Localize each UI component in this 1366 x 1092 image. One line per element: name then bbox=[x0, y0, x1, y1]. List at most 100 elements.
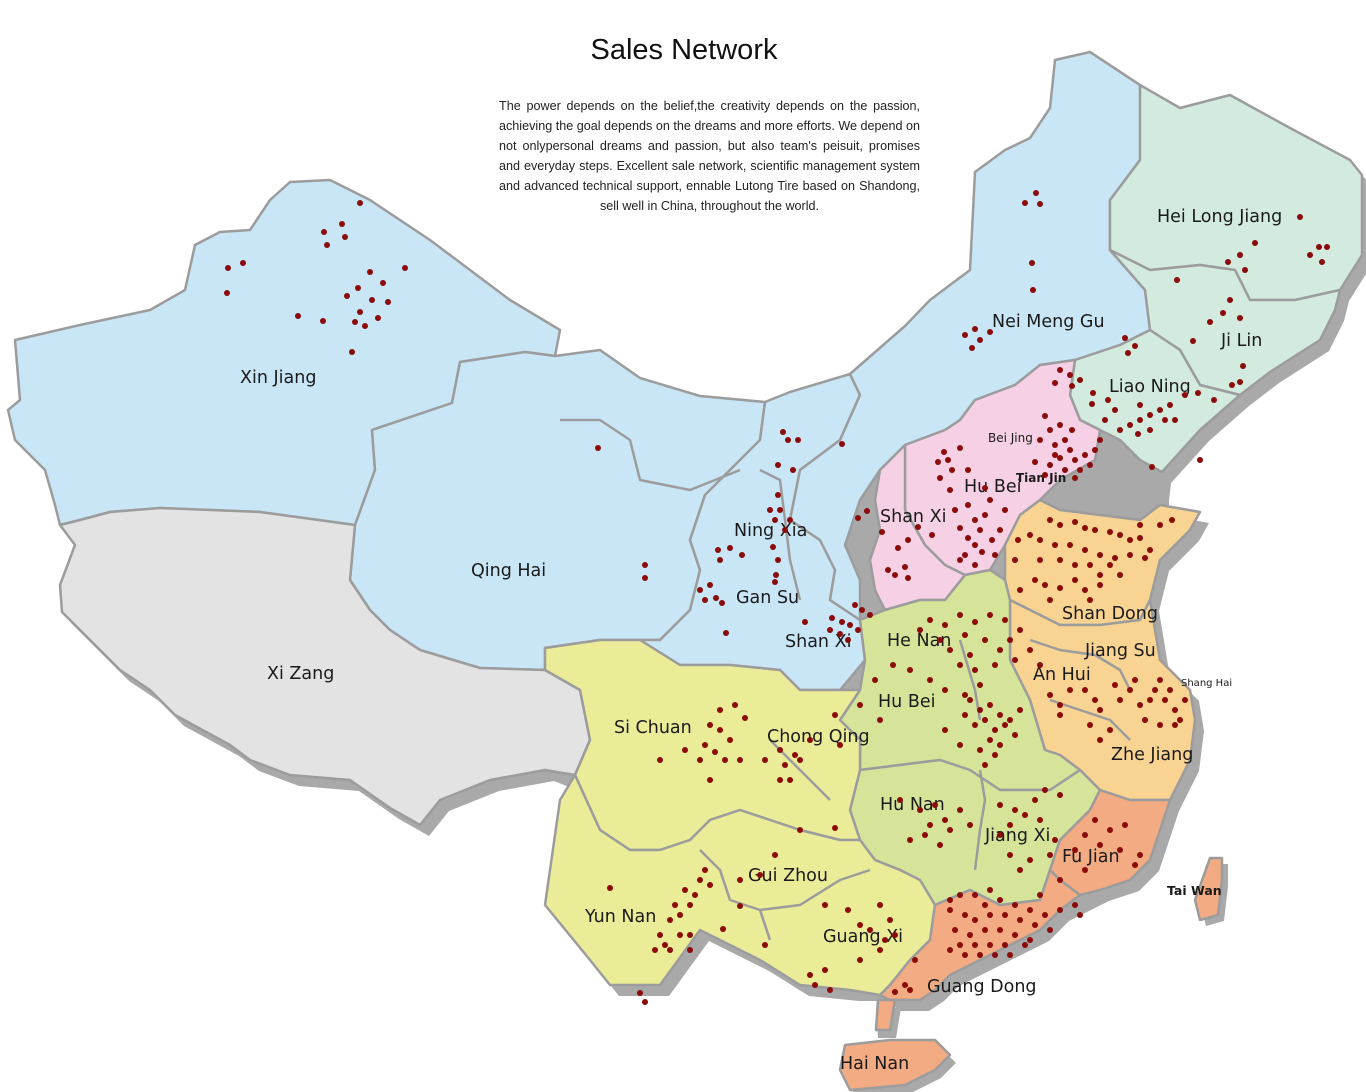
sales-point bbox=[967, 932, 973, 938]
sales-point bbox=[775, 462, 781, 468]
sales-point bbox=[837, 631, 843, 637]
sales-point bbox=[787, 777, 793, 783]
region-xi-zang[interactable] bbox=[58, 506, 592, 827]
sales-point bbox=[892, 572, 898, 578]
sales-point bbox=[1252, 240, 1258, 246]
sales-point bbox=[697, 877, 703, 883]
sales-point bbox=[1172, 417, 1178, 423]
sales-point bbox=[777, 777, 783, 783]
sales-point bbox=[1197, 457, 1203, 463]
sales-point bbox=[1157, 522, 1163, 528]
sales-point bbox=[962, 632, 968, 638]
sales-point bbox=[957, 892, 963, 898]
region-guang-dong-peninsula[interactable] bbox=[874, 998, 897, 1032]
sales-point bbox=[782, 527, 788, 533]
sales-point bbox=[687, 902, 693, 908]
sales-point bbox=[1092, 447, 1098, 453]
sales-point bbox=[942, 687, 948, 693]
sales-point bbox=[1122, 335, 1128, 341]
sales-point bbox=[857, 957, 863, 963]
sales-point bbox=[672, 902, 678, 908]
sales-point bbox=[367, 269, 373, 275]
sales-point bbox=[1012, 657, 1018, 663]
sales-point bbox=[1012, 557, 1018, 563]
sales-point bbox=[852, 602, 858, 608]
sales-point bbox=[657, 932, 663, 938]
sales-point bbox=[962, 912, 968, 918]
sales-point bbox=[1227, 297, 1233, 303]
sales-point bbox=[642, 562, 648, 568]
sales-point bbox=[1319, 259, 1325, 265]
region-tai-wan[interactable] bbox=[1193, 856, 1224, 922]
sales-point bbox=[917, 627, 923, 633]
sales-point bbox=[979, 549, 985, 555]
sales-point bbox=[977, 527, 983, 533]
sales-point bbox=[1107, 827, 1113, 833]
sales-point bbox=[652, 947, 658, 953]
sales-point bbox=[885, 567, 891, 573]
label-qing-hai: Qing Hai bbox=[471, 561, 546, 581]
sales-point bbox=[867, 612, 873, 618]
sales-point bbox=[1072, 902, 1078, 908]
sales-point bbox=[947, 897, 953, 903]
sales-point bbox=[967, 697, 973, 703]
label-yun-nan: Yun Nan bbox=[584, 907, 656, 927]
sales-point bbox=[1102, 417, 1108, 423]
sales-point bbox=[1082, 687, 1088, 693]
sales-point bbox=[1062, 467, 1068, 473]
sales-point bbox=[682, 887, 688, 893]
sales-point bbox=[937, 842, 943, 848]
sales-point bbox=[982, 637, 988, 643]
sales-point bbox=[907, 667, 913, 673]
sales-point bbox=[1174, 277, 1180, 283]
sales-point bbox=[349, 349, 355, 355]
region-guang-dong[interactable] bbox=[878, 868, 1082, 1002]
sales-point bbox=[1032, 797, 1038, 803]
sales-point bbox=[767, 507, 773, 513]
page-title: Sales Network bbox=[590, 34, 778, 66]
sales-point bbox=[739, 552, 745, 558]
intro-paragraph: The power depends on the belief,the crea… bbox=[499, 99, 921, 213]
sales-point bbox=[1211, 397, 1217, 403]
sales-point bbox=[1047, 927, 1053, 933]
sales-point bbox=[912, 957, 918, 963]
sales-point bbox=[1027, 647, 1033, 653]
sales-point bbox=[1052, 452, 1058, 458]
sales-point bbox=[1057, 712, 1063, 718]
sales-point bbox=[1077, 377, 1083, 383]
sales-point bbox=[857, 702, 863, 708]
sales-point bbox=[895, 545, 901, 551]
sales-point bbox=[1017, 587, 1023, 593]
sales-point bbox=[1172, 707, 1178, 713]
sales-point bbox=[1037, 537, 1043, 543]
sales-point bbox=[987, 737, 993, 743]
province-regions bbox=[6, 50, 1364, 1092]
sales-point bbox=[357, 309, 363, 315]
sales-point bbox=[982, 927, 988, 933]
sales-point bbox=[957, 942, 963, 948]
sales-point bbox=[855, 515, 861, 521]
label-chong-qing: Chong Qing bbox=[767, 727, 870, 747]
sales-point bbox=[965, 502, 971, 508]
sales-point bbox=[972, 619, 978, 625]
sales-point bbox=[1307, 252, 1313, 258]
sales-point bbox=[719, 600, 725, 606]
sales-point bbox=[1027, 857, 1033, 863]
sales-point bbox=[1125, 350, 1131, 356]
sales-point bbox=[892, 932, 898, 938]
sales-point bbox=[1207, 319, 1213, 325]
sales-point bbox=[987, 702, 993, 708]
sales-point bbox=[997, 742, 1003, 748]
sales-point bbox=[777, 507, 783, 513]
sales-point bbox=[1324, 244, 1330, 250]
sales-point bbox=[1067, 687, 1073, 693]
sales-point bbox=[1097, 552, 1103, 558]
sales-point bbox=[324, 242, 330, 248]
region-hai-nan[interactable] bbox=[838, 1038, 952, 1092]
sales-point bbox=[1002, 942, 1008, 948]
sales-point bbox=[1042, 413, 1048, 419]
sales-point bbox=[1037, 557, 1043, 563]
sales-point bbox=[947, 487, 953, 493]
label-hu-nan: Hu Nan bbox=[880, 795, 945, 815]
sales-point bbox=[1012, 807, 1018, 813]
